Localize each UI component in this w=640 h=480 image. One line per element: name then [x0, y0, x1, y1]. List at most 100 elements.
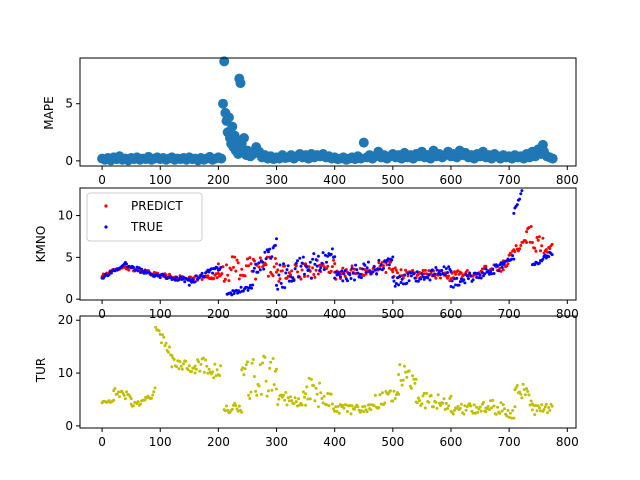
kmno-predict-point: [283, 264, 287, 268]
kmno-true-point: [246, 288, 250, 292]
kmno-predict-point: [240, 267, 244, 271]
kmno-true-point: [315, 264, 319, 268]
kmno-true-point: [219, 266, 223, 269]
tur-series-point: [404, 370, 408, 374]
tur-series-point: [265, 394, 269, 398]
tur-series-point: [269, 360, 273, 364]
tur-series-point: [198, 369, 202, 373]
tur-x-tick-label: 0: [98, 435, 106, 449]
kmno-predict-point: [528, 240, 532, 244]
kmno-true-point: [419, 277, 423, 281]
kmno-true-point: [309, 276, 313, 280]
kmno-predict-point: [498, 266, 502, 270]
tur-series-point: [471, 411, 475, 415]
kmno-predict-point: [200, 278, 204, 281]
tur-series-point: [510, 416, 513, 420]
mape-axes-frame: [79, 57, 577, 167]
mape-series-point: [219, 56, 230, 67]
tur-series-point: [214, 374, 218, 378]
kmno-predict-point: [271, 274, 275, 278]
tur-series-point: [449, 394, 453, 398]
kmno-predict-point: [294, 264, 298, 268]
tur-series-point: [330, 402, 334, 406]
tur-series-point: [211, 370, 215, 374]
tur-series-point: [487, 408, 491, 411]
tur-series-point: [363, 404, 367, 408]
kmno-true-point: [454, 283, 458, 287]
tur-series-point: [476, 410, 480, 414]
tur-series-point: [329, 392, 333, 396]
legend-box: [86, 192, 203, 242]
kmno-true-point: [333, 255, 337, 259]
kmno-predict-point: [513, 250, 517, 253]
tur-series-point: [180, 367, 184, 371]
kmno-true-point: [319, 266, 323, 270]
kmno-predict-point: [225, 263, 228, 267]
kmno-true-point: [406, 272, 410, 276]
tur-x-tick-label: 100: [149, 435, 172, 449]
tur-series-point: [162, 335, 166, 339]
kmno-predict-point: [391, 270, 395, 274]
kmno-predict-point: [275, 270, 278, 274]
kmno-true-point: [107, 273, 111, 277]
tur-series-point: [529, 399, 533, 403]
tur-series-point: [514, 386, 518, 390]
kmno-true-point: [463, 281, 467, 285]
kmno-true-point: [333, 276, 337, 280]
kmno-true-point: [239, 285, 243, 289]
kmno-true-point: [378, 267, 382, 271]
kmno-true-point: [371, 270, 375, 274]
tur-series-point: [539, 409, 542, 413]
tur-series-point: [518, 390, 522, 394]
tur-series-point: [201, 356, 205, 360]
kmno-true-point: [273, 243, 277, 247]
kmno-predict-point: [223, 277, 227, 281]
kmno-true-point: [486, 270, 490, 274]
kmno-predict-point: [550, 242, 554, 246]
kmno-true-point: [270, 255, 274, 259]
tur-series-point: [122, 393, 126, 397]
tur-series-point: [423, 406, 427, 410]
kmno-predict-point: [233, 255, 237, 259]
kmno-true-point: [278, 263, 282, 267]
tur-series-point: [129, 397, 133, 401]
kmno-true-point: [256, 270, 260, 274]
tur-series-point: [292, 402, 296, 406]
tur-series-point: [499, 401, 503, 405]
tur-series-point: [544, 402, 548, 406]
kmno-predict-point: [311, 266, 315, 270]
kmno-true-point: [491, 268, 495, 271]
kmno-predict-point: [214, 272, 218, 276]
tur-series-point: [412, 377, 416, 381]
mape-series-point: [223, 112, 234, 123]
tur-series-point: [282, 393, 285, 397]
tur-series-point: [462, 412, 466, 416]
kmno-true-point: [173, 278, 177, 282]
tur-series-point: [143, 398, 147, 402]
tur-series-point: [304, 403, 308, 407]
tur-series-point: [425, 391, 429, 395]
kmno-true-point: [137, 266, 141, 270]
kmno-true-point: [413, 276, 417, 280]
tur-series-point: [540, 403, 544, 407]
tur-series-point: [218, 374, 222, 377]
tur-series-point: [372, 404, 376, 408]
tur-series-point: [223, 409, 227, 413]
kmno-true-point: [326, 254, 330, 258]
kmno-predict-point: [539, 249, 542, 253]
tur-series-point: [244, 363, 248, 367]
tur-series-point: [525, 387, 529, 391]
legend-label-true: TRUE: [130, 220, 163, 234]
tur-series-point: [543, 405, 547, 409]
kmno-true-point: [520, 189, 524, 193]
kmno-true-point: [447, 265, 451, 269]
tur-series-point: [420, 402, 424, 406]
kmno-true-point: [427, 273, 431, 277]
kmno-true-point: [477, 276, 481, 280]
tur-series-point: [170, 365, 174, 369]
kmno-x-tick-label: 600: [440, 307, 463, 321]
kmno-true-point: [143, 269, 147, 273]
tur-series-point: [494, 412, 498, 416]
kmno-marks: [100, 189, 554, 297]
